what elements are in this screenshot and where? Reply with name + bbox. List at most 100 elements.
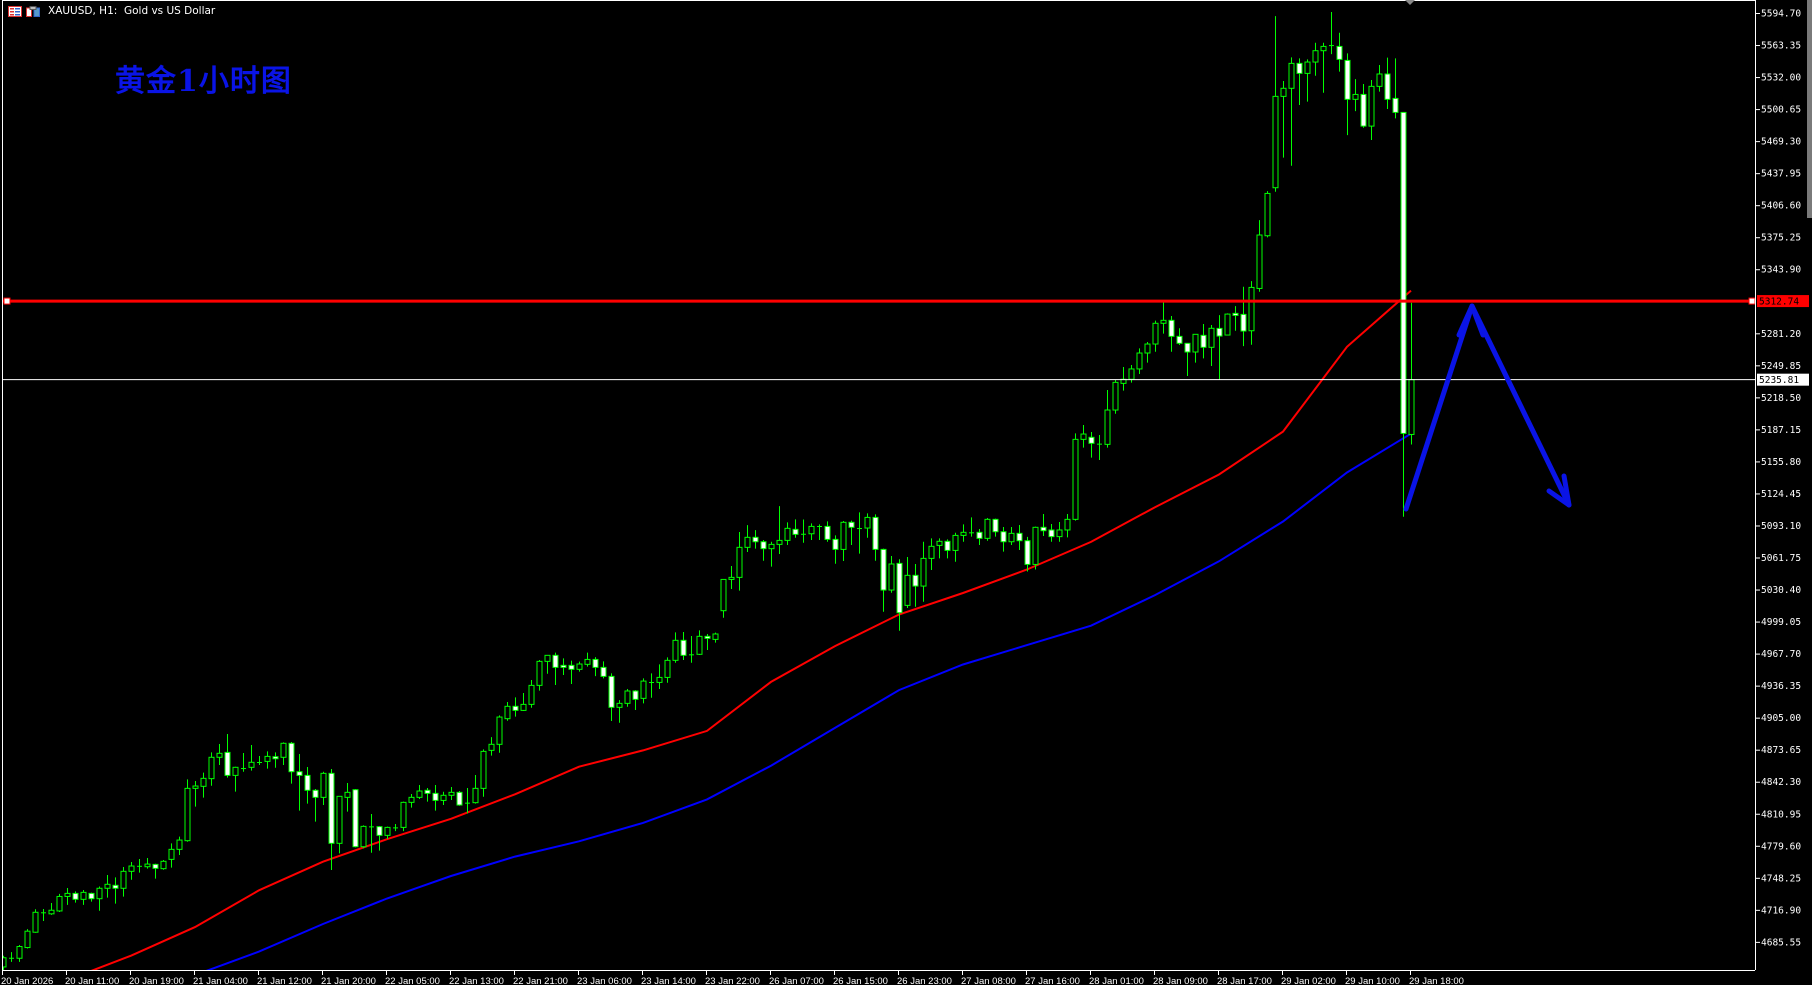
price-tick-label: 5061.75 xyxy=(1761,553,1801,564)
candle-body xyxy=(1256,234,1263,289)
candle-body xyxy=(808,525,815,535)
candle xyxy=(1192,333,1199,363)
line-handle-right[interactable] xyxy=(1748,297,1755,305)
candle-body xyxy=(568,664,575,670)
price-tick-label: 4905.00 xyxy=(1761,713,1801,724)
price-tick-label: 5187.15 xyxy=(1761,425,1801,436)
scrollbar[interactable] xyxy=(1807,0,1812,218)
candle xyxy=(1048,523,1055,542)
candle-body xyxy=(776,539,783,545)
candle xyxy=(888,556,895,593)
candle-body xyxy=(344,791,351,798)
candle-body xyxy=(1248,286,1255,332)
candle xyxy=(1376,65,1383,92)
candle-body xyxy=(712,633,719,640)
time-tick-label: 29 Jan 10:00 xyxy=(1345,976,1400,985)
candle-body xyxy=(432,792,439,801)
candle xyxy=(232,766,239,792)
level-price-label: 5312.74 xyxy=(1759,297,1799,308)
price-tick-label: 5249.85 xyxy=(1761,361,1801,372)
candle-body xyxy=(984,518,991,539)
candle-body xyxy=(48,909,55,915)
candle-body xyxy=(80,891,87,900)
candle xyxy=(1408,302,1415,445)
candle xyxy=(649,673,654,698)
candle xyxy=(720,578,727,618)
candle-body xyxy=(1296,62,1303,74)
candle xyxy=(1344,53,1351,136)
candle xyxy=(560,658,567,676)
candle xyxy=(664,657,671,683)
candle xyxy=(16,944,23,962)
candle-body xyxy=(600,666,607,677)
arrow-drawing[interactable] xyxy=(1403,303,1572,512)
price-tick-label: 5500.65 xyxy=(1761,105,1801,116)
candle-body xyxy=(64,892,71,897)
candle xyxy=(80,890,87,905)
moving-average-red-line xyxy=(90,289,1412,970)
candle xyxy=(896,559,903,631)
candle xyxy=(384,826,391,840)
candle-body xyxy=(992,518,999,533)
candle xyxy=(393,824,398,832)
chart-header: XAUUSD, H1: Gold vs US Dollar xyxy=(8,4,215,18)
candle xyxy=(448,787,455,801)
candle-body xyxy=(1304,61,1311,74)
candle xyxy=(1264,191,1271,238)
candle-body xyxy=(1152,322,1159,345)
candle xyxy=(960,524,967,542)
candle xyxy=(224,734,231,778)
line-handle-left[interactable] xyxy=(3,297,11,305)
candle-body xyxy=(632,690,639,700)
candle xyxy=(1024,536,1031,572)
candle-body xyxy=(168,848,175,860)
candle-body xyxy=(304,774,311,791)
price-tick-label: 4685.55 xyxy=(1761,937,1801,948)
candle-body xyxy=(824,525,831,540)
chart-list-icon[interactable] xyxy=(8,5,22,17)
candle xyxy=(488,737,495,756)
candle xyxy=(216,744,223,765)
candle xyxy=(296,754,303,811)
candle xyxy=(1304,59,1311,102)
candle xyxy=(472,774,479,804)
price-tick-label: 5281.20 xyxy=(1761,329,1801,340)
candle xyxy=(1296,58,1303,106)
time-tick-label: 21 Jan 12:00 xyxy=(257,976,312,985)
chart-shift-marker-icon[interactable] xyxy=(1405,0,1415,5)
time-tick-label: 23 Jan 06:00 xyxy=(577,976,632,985)
candle xyxy=(160,859,167,870)
candle xyxy=(1080,425,1087,448)
candle xyxy=(952,532,959,562)
candle xyxy=(264,751,271,769)
candle-body xyxy=(560,664,567,668)
candle xyxy=(728,566,735,590)
candle xyxy=(369,814,374,853)
time-tick-label: 28 Jan 09:00 xyxy=(1153,976,1208,985)
candle-body xyxy=(1384,73,1391,100)
candle xyxy=(192,781,199,807)
candle-body xyxy=(1056,529,1063,538)
candle xyxy=(1072,433,1079,521)
candle-body xyxy=(352,789,359,848)
candle xyxy=(480,749,487,797)
candle-body xyxy=(760,541,767,550)
candle xyxy=(544,654,551,674)
candle xyxy=(1320,42,1327,93)
candle xyxy=(920,541,927,602)
arrow-path[interactable] xyxy=(1403,303,1572,512)
candle-body xyxy=(680,639,687,656)
candle-body xyxy=(1016,532,1023,542)
candle-body xyxy=(1280,87,1287,97)
candle xyxy=(32,909,39,933)
candle xyxy=(41,909,46,921)
candle-body xyxy=(264,755,271,762)
candle-body xyxy=(56,895,63,912)
candle xyxy=(784,522,791,545)
candle-body xyxy=(1008,532,1015,543)
time-tick-label: 29 Jan 18:00 xyxy=(1409,976,1464,985)
price-tick-label: 5155.80 xyxy=(1761,457,1801,468)
chart-window-icon[interactable] xyxy=(26,5,40,17)
candle xyxy=(88,892,95,902)
